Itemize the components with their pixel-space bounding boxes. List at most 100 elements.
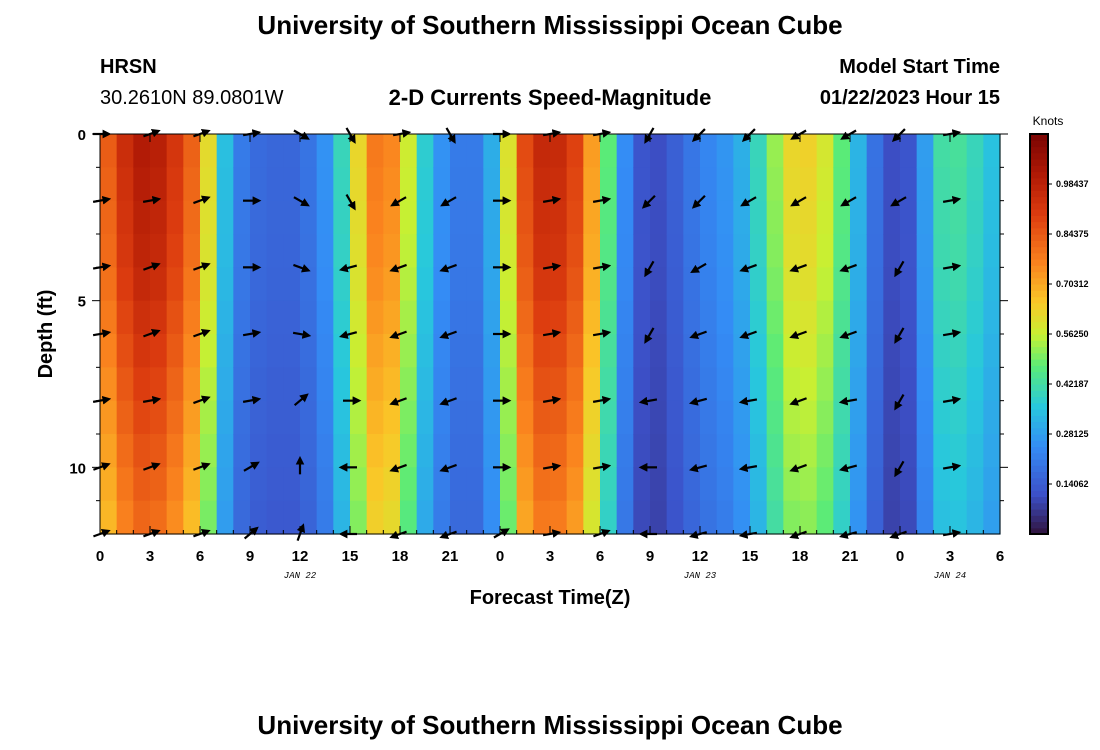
heat-cell [666, 467, 684, 502]
heat-cell [916, 300, 934, 335]
heat-cell [650, 200, 668, 235]
heat-cell [483, 267, 501, 302]
heat-cell [666, 300, 684, 335]
heat-cell [100, 200, 118, 235]
heat-cell [550, 134, 568, 168]
heat-cell [533, 500, 551, 535]
colorbar-tick-label: 0.98437 [1056, 179, 1089, 189]
y-axis-label: Depth (ft) [35, 290, 57, 379]
heat-cell [433, 167, 451, 202]
heat-cell [133, 334, 151, 368]
heat-cell [966, 434, 984, 468]
heat-cell [700, 200, 718, 235]
heat-cell [866, 500, 884, 535]
heat-cell [500, 167, 518, 202]
colorbar-tick-label: 0.84375 [1056, 229, 1089, 239]
x-tick-label: 0 [96, 548, 104, 565]
heat-cell [683, 300, 701, 335]
heat-cell [366, 400, 384, 435]
heat-cell [450, 234, 468, 268]
colorbar-swatch [1030, 327, 1048, 335]
heat-cell [300, 167, 318, 202]
heat-cell [566, 500, 584, 535]
heat-cell [266, 500, 284, 535]
heat-cell [116, 134, 134, 168]
colorbar-swatch [1030, 471, 1048, 479]
heat-cell [433, 300, 451, 335]
heat-cell [500, 200, 518, 235]
heat-cell [433, 434, 451, 468]
colorbar-swatch [1030, 252, 1048, 260]
heat-cell [666, 400, 684, 435]
heat-cell [400, 400, 418, 435]
heat-cell [700, 367, 718, 402]
heat-cell [666, 434, 684, 468]
colorbar-swatch [1030, 227, 1048, 235]
heat-cell [566, 434, 584, 468]
heat-cell [350, 434, 368, 468]
heat-cell [750, 500, 768, 535]
current-vector [243, 461, 260, 472]
heat-cell [583, 500, 601, 535]
heat-cell [616, 434, 634, 468]
current-vector [542, 462, 562, 472]
current-vector [193, 462, 211, 471]
heat-cell [866, 400, 884, 435]
heat-cell [250, 400, 268, 435]
heat-cell [283, 200, 301, 235]
heat-cell [183, 434, 201, 468]
heat-cell [133, 134, 151, 168]
heat-cell [900, 267, 918, 302]
heat-cell [516, 267, 534, 302]
heat-cell [983, 400, 1001, 435]
heat-cell [966, 500, 984, 535]
heat-cell [250, 367, 268, 402]
heat-cell [466, 400, 484, 435]
current-vector [789, 463, 807, 473]
heat-cell [316, 434, 334, 468]
heat-cell [716, 500, 734, 535]
x-tick-label: 0 [896, 548, 904, 565]
heat-cell [733, 500, 751, 535]
colorbar-swatch [1030, 440, 1048, 448]
heat-cell [733, 434, 751, 468]
heat-cell [583, 367, 601, 402]
heat-cell [383, 434, 401, 468]
heat-cell [500, 334, 518, 368]
heat-cell [583, 434, 601, 468]
heat-cell [316, 300, 334, 335]
heat-cell [800, 367, 818, 402]
heat-cell [566, 400, 584, 435]
heat-cell [700, 300, 718, 335]
heat-cell [766, 400, 784, 435]
date-label: JAN 24 [934, 571, 966, 581]
heat-cell [466, 167, 484, 202]
heat-cell [416, 467, 434, 502]
heat-cell [200, 400, 218, 435]
heat-cell [183, 234, 201, 268]
current-vector [738, 396, 758, 406]
heat-cell [283, 367, 301, 402]
heat-cell [716, 367, 734, 402]
colorbar-swatch [1030, 409, 1048, 416]
heat-cell [750, 467, 768, 502]
footer-title: University of Southern Mississippi Ocean… [257, 710, 843, 740]
heat-cell [233, 467, 251, 502]
heat-cell [533, 300, 551, 335]
heat-cell [983, 200, 1001, 235]
heat-cell [350, 500, 368, 535]
heat-cell [366, 334, 384, 368]
heat-cell [133, 167, 151, 202]
heat-cell [883, 234, 901, 268]
heat-cell [250, 167, 268, 202]
heat-cell [450, 400, 468, 435]
heat-cell [450, 434, 468, 468]
heat-cell [850, 367, 868, 402]
colorbar-swatch [1030, 190, 1048, 198]
heat-cell [600, 200, 618, 235]
heat-cell [233, 334, 251, 368]
heat-cell [883, 300, 901, 335]
heat-cell [950, 300, 968, 335]
heat-cell [300, 367, 318, 402]
heat-cell [133, 467, 151, 502]
